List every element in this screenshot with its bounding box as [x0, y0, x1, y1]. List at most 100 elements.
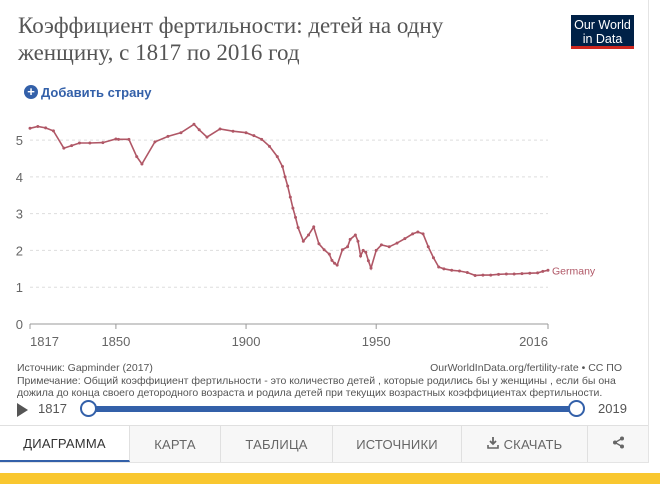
data-point [307, 233, 311, 237]
source-text: Источник: Gapminder (2017) [17, 362, 153, 374]
data-point [520, 272, 524, 276]
data-point [267, 144, 271, 148]
tab-chart[interactable]: ДИАГРАММА [0, 426, 130, 462]
data-point [296, 226, 300, 230]
data-point [294, 215, 298, 219]
data-point [431, 256, 435, 260]
data-point [353, 233, 357, 237]
data-point [101, 141, 105, 145]
data-point [260, 137, 264, 141]
data-point [442, 267, 446, 271]
data-point [275, 155, 279, 159]
y-tick-label: 5 [16, 133, 23, 148]
data-point [366, 259, 370, 263]
data-point [51, 129, 55, 133]
data-point [489, 273, 493, 277]
data-point [546, 268, 550, 272]
timeline-slider[interactable]: 1817 2019 [0, 398, 648, 420]
play-icon[interactable] [17, 403, 28, 417]
tab-share[interactable] [588, 426, 648, 462]
chart-title: Коэффициент фертильности: детей на одну … [18, 13, 444, 65]
timeline-start-label: 1817 [38, 401, 67, 416]
tab-chart-label: ДИАГРАММА [23, 435, 106, 451]
data-point [374, 248, 378, 252]
tab-map[interactable]: КАРТА [130, 426, 221, 462]
data-point [335, 263, 339, 267]
data-point [340, 248, 344, 252]
data-point [179, 131, 183, 135]
data-point [333, 261, 337, 265]
data-point [528, 271, 532, 275]
add-country-label: Добавить страну [41, 84, 152, 100]
tab-download[interactable]: СКАЧАТЬ [462, 426, 588, 462]
data-point [205, 135, 209, 139]
data-point [127, 137, 131, 141]
logo-line-1: Our World [574, 18, 631, 32]
data-point [114, 137, 118, 141]
data-point [70, 144, 74, 148]
data-point [192, 122, 196, 126]
data-point [379, 243, 383, 247]
data-point [166, 134, 170, 138]
timeline-end-handle[interactable] [567, 400, 585, 417]
chart-frame: Коэффициент фертильности: детей на одну … [0, 0, 649, 463]
data-point [28, 126, 32, 130]
chart-note: Примечание: Общий коэффициент фертильнос… [17, 375, 616, 399]
line-chart: 0 1 2 3 4 5 1817 1850 1900 1950 2016 Germany [16, 122, 596, 349]
data-point [536, 271, 540, 275]
data-point [88, 141, 92, 145]
data-point [346, 245, 350, 249]
owid-logo[interactable]: Our World in Data [571, 15, 634, 49]
data-point [153, 140, 157, 144]
data-point [301, 239, 305, 243]
y-tick-label: 3 [16, 207, 23, 222]
data-point [280, 165, 284, 169]
data-point [473, 273, 477, 277]
data-point [541, 269, 545, 273]
data-point [426, 245, 430, 249]
data-point [403, 237, 407, 241]
source-url[interactable]: OurWorldInData.org/fertility-rate • CC П… [430, 362, 622, 374]
data-point [244, 131, 248, 135]
y-tick-label: 1 [16, 280, 23, 295]
data-point [140, 162, 144, 166]
share-icon [612, 436, 625, 452]
data-point [312, 225, 316, 229]
data-point [288, 195, 292, 199]
data-point [497, 272, 501, 276]
y-tick-label: 4 [16, 170, 23, 185]
download-icon [486, 436, 499, 452]
timeline-end-label: 2019 [598, 401, 627, 416]
data-point [135, 155, 139, 159]
tab-sources[interactable]: ИСТОЧНИКИ [333, 426, 462, 462]
data-point [197, 128, 201, 132]
series-label: Germany [552, 265, 596, 277]
data-point [361, 248, 365, 252]
data-point [283, 175, 287, 179]
data-point [77, 141, 81, 145]
add-country-button[interactable]: + Добавить страну [24, 83, 151, 101]
series-line [29, 123, 549, 277]
data-point [450, 268, 454, 272]
data-point [356, 239, 360, 243]
data-point [330, 258, 334, 262]
data-point [348, 237, 352, 241]
bottom-accent-bar [0, 473, 660, 484]
data-point [395, 241, 399, 245]
data-point [291, 206, 295, 210]
data-point [465, 271, 469, 274]
logo-line-2: in Data [582, 32, 623, 46]
data-point [317, 242, 321, 246]
plus-icon: + [24, 85, 38, 99]
data-point [286, 184, 290, 188]
timeline-start-handle[interactable] [79, 400, 97, 417]
data-point [36, 124, 40, 128]
x-tick-label: 2016 [519, 334, 548, 349]
timeline-track[interactable] [87, 406, 575, 412]
data-point [512, 272, 516, 276]
data-point [387, 245, 391, 249]
tab-table-label: ТАБЛИЦА [245, 436, 308, 452]
data-point [252, 134, 256, 138]
data-point [504, 272, 508, 276]
tab-table[interactable]: ТАБЛИЦА [221, 426, 333, 462]
